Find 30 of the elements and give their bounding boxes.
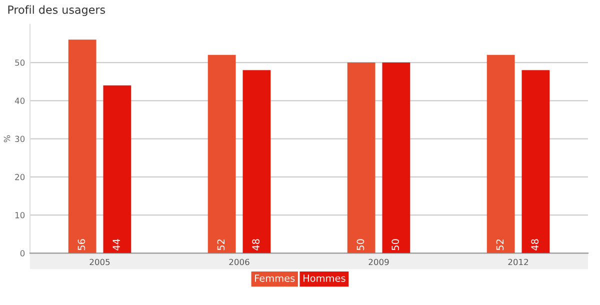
y-tick-label: 20 <box>15 174 25 180</box>
data-label: 44 <box>112 239 120 250</box>
x-tick-label: 2006 <box>229 258 250 266</box>
y-axis-title: % <box>4 135 10 142</box>
data-label: 48 <box>531 239 539 250</box>
x-tick-label: 2012 <box>508 258 528 266</box>
data-label: 50 <box>356 239 364 250</box>
y-tick-label: 10 <box>15 212 25 218</box>
data-label: 52 <box>496 239 504 250</box>
y-tick-label: 30 <box>15 136 25 142</box>
y-tick-label: 0 <box>20 250 25 256</box>
bar <box>68 40 96 254</box>
data-label: 48 <box>252 239 260 250</box>
x-tick-label: 2005 <box>90 258 110 266</box>
bar <box>382 62 410 254</box>
text: Femmes <box>255 274 295 282</box>
bar <box>208 54 236 254</box>
bar <box>347 62 376 254</box>
data-label: 56 <box>78 239 86 250</box>
data-label: 50 <box>392 239 400 250</box>
bar <box>103 85 132 254</box>
y-tick-label: 50 <box>15 60 25 66</box>
data-label: 52 <box>217 239 225 250</box>
bar <box>522 70 550 254</box>
bar <box>486 54 515 254</box>
chart-title: Profil des usagers <box>8 5 105 16</box>
text: Hommes <box>303 274 346 282</box>
bar <box>242 70 271 254</box>
y-tick-label: 40 <box>14 98 25 104</box>
x-tick-label: 2009 <box>368 258 389 266</box>
